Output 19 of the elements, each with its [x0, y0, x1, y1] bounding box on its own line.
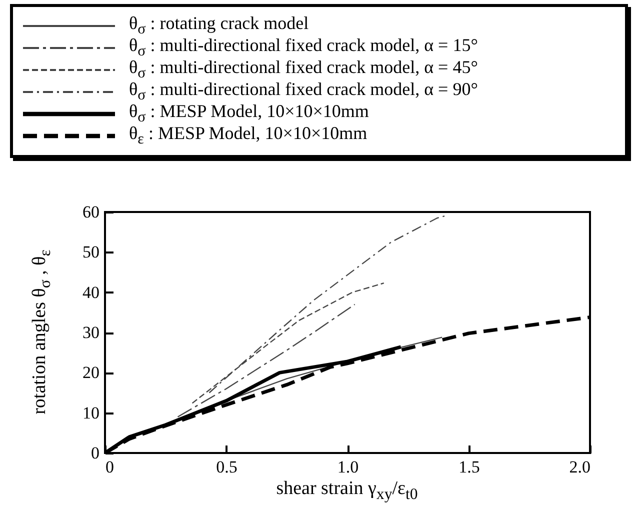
x-tick-label: 1.0 — [337, 458, 359, 476]
x-tick-label: 0 — [106, 458, 114, 476]
x-axis-title: shear strain γ$_{xy}$/ε$_{t0}$ — [276, 478, 418, 504]
legend-label: θ$_{σ}$ : MESP Model, 10×10×10mm — [129, 101, 369, 126]
y-tick-label: 50 — [82, 242, 100, 262]
y-tick-label: 0 — [91, 444, 100, 462]
y-tick-label: 20 — [82, 363, 100, 382]
y-tick-label: 60 — [82, 202, 100, 222]
y-tick-label: 30 — [82, 323, 100, 342]
x-tick-label: 2.0 — [569, 458, 590, 476]
x-tick-label: 0.5 — [216, 458, 238, 476]
legend-label: θ$_{ε}$ : MESP Model, 10×10×10mm — [129, 123, 368, 149]
legend-label: θ$_{σ}$ : rotating crack model — [129, 13, 309, 38]
y-tick-label: 40 — [82, 282, 100, 302]
legend-label: θ$_{σ}$ : multi-directional fixed crack model, α = 90° — [129, 79, 478, 104]
x-tick-label: 1.5 — [458, 458, 480, 476]
legend-label: θ$_{σ}$ : multi-directional fixed crack model, α = 45° — [129, 57, 478, 82]
legend-label: θ$_{σ}$ : multi-directional fixed crack model, α = 15° — [129, 35, 478, 60]
y-tick-label: 10 — [82, 403, 100, 422]
